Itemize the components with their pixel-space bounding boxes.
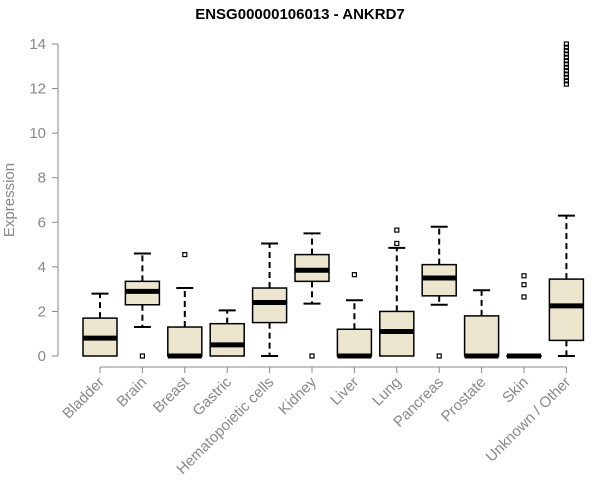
outlier-point	[563, 54, 570, 60]
outlier-point	[563, 68, 570, 74]
outlier-point	[139, 353, 145, 359]
x-tick-label: Skin	[499, 374, 532, 407]
outlier-point	[563, 78, 570, 84]
y-tick-label: 6	[38, 214, 46, 231]
outlier-point	[436, 353, 442, 359]
outlier-point	[309, 353, 315, 359]
y-tick-label: 10	[29, 125, 46, 142]
y-tick-label: 2	[38, 303, 46, 320]
outlier-point	[563, 48, 570, 54]
chart-title: ENSG00000106013 - ANKRD7	[195, 6, 405, 23]
outlier-point	[521, 273, 527, 279]
box	[209, 322, 245, 357]
outlier-point	[394, 240, 400, 247]
outlier-point	[394, 227, 400, 233]
box	[548, 278, 585, 342]
y-tick-label: 12	[29, 81, 46, 98]
outlier-point	[563, 44, 570, 50]
y-tick-label: 0	[38, 348, 46, 365]
outlier-point	[563, 41, 570, 47]
x-tick-label: Liver	[327, 374, 362, 409]
x-tick-label: Brain	[113, 374, 150, 411]
y-tick-label: 4	[38, 259, 46, 276]
y-tick-label: 8	[38, 170, 46, 187]
x-tick-label: Lung	[369, 374, 405, 410]
outlier-point	[563, 61, 570, 67]
y-tick-label: 14	[29, 36, 46, 53]
outlier-point	[563, 71, 570, 77]
box	[251, 287, 288, 324]
y-axis-title: Expression	[1, 163, 18, 237]
outlier-point	[563, 51, 570, 57]
outlier-point	[563, 81, 570, 87]
x-tick-label: Prostate	[438, 374, 490, 426]
box	[463, 315, 500, 357]
outlier-point	[521, 282, 527, 288]
x-tick-label: Bladder	[59, 374, 108, 423]
outlier-point	[563, 74, 570, 81]
box	[336, 328, 373, 357]
outlier-point	[182, 252, 188, 258]
box	[167, 326, 203, 357]
outlier-point	[521, 294, 527, 300]
x-tick-label: Kidney	[275, 373, 320, 418]
x-tick-label: Breast	[150, 373, 193, 416]
outlier-point	[351, 272, 357, 278]
outlier-point	[563, 64, 570, 71]
outlier-point	[563, 58, 570, 64]
